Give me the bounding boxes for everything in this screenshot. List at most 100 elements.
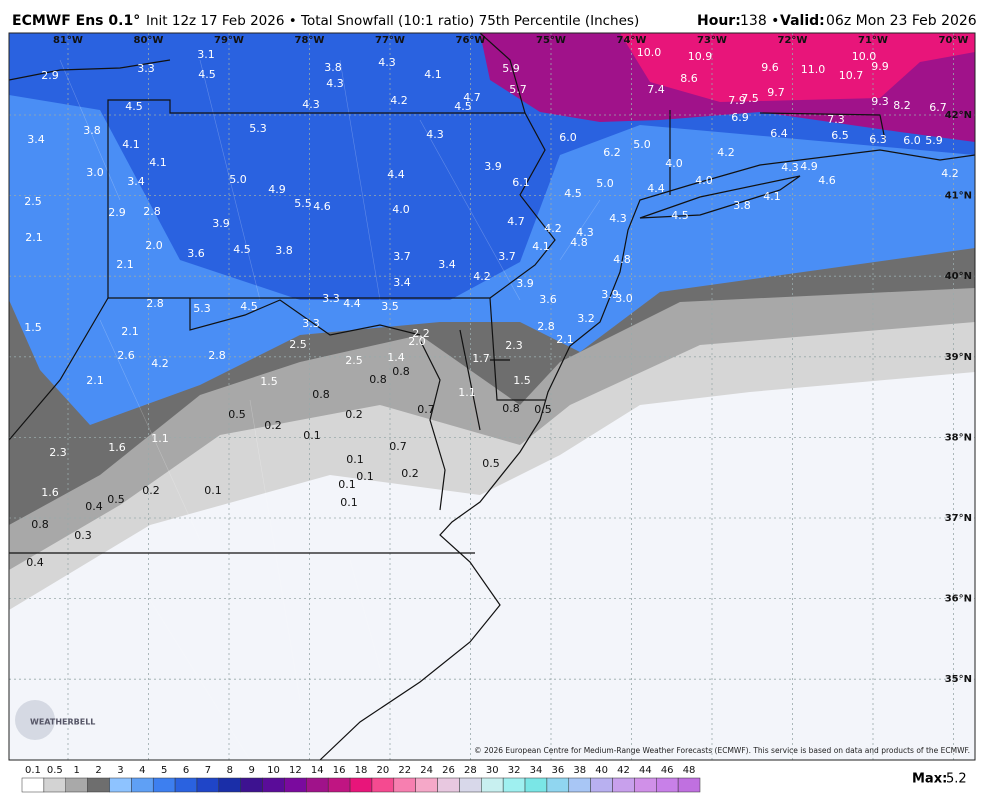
colorbar-label: 8 (227, 765, 233, 776)
snowfall-label: 2.1 (121, 325, 139, 338)
snowfall-label: 1.1 (151, 432, 169, 445)
colorbar-swatch (196, 777, 220, 793)
snowfall-label: 3.6 (187, 247, 205, 260)
snowfall-label: 9.6 (761, 61, 779, 74)
snowfall-label: 2.1 (25, 231, 43, 244)
snow-band (620, 33, 975, 102)
model-title: ECMWF Ens 0.1° (12, 13, 140, 29)
snowfall-label: 4.1 (149, 156, 167, 169)
valid-value: 06z Mon 23 Feb 2026 (826, 13, 977, 29)
colorbar-label: 16 (333, 765, 346, 776)
snowfall-label: 9.3 (871, 95, 889, 108)
snowfall-label: 4.2 (544, 222, 562, 235)
watermark-logo (15, 700, 55, 740)
snowfall-label: 3.0 (615, 292, 633, 305)
snowfall-label: 4.7 (507, 215, 525, 228)
snowfall-label: 4.4 (387, 168, 405, 181)
colorbar-label: 2 (95, 765, 101, 776)
snowfall-label: 3.8 (275, 244, 293, 257)
snowfall-label: 3.4 (393, 276, 411, 289)
snowfall-label: 4.2 (941, 167, 959, 180)
longitude-label: 75°W (536, 35, 566, 46)
snowfall-label: 4.2 (151, 357, 169, 370)
snowfall-label: 0.1 (346, 453, 364, 466)
snowfall-label: 0.4 (26, 556, 44, 569)
snowfall-label: 1.1 (458, 386, 476, 399)
latitude-label: 35°N (945, 674, 972, 685)
snowfall-label: 5.0 (633, 138, 651, 151)
snowfall-label: 5.5 (294, 197, 312, 210)
long-island (639, 175, 801, 219)
colorbar-label: 6 (183, 765, 189, 776)
snowfall-label: 5.0 (596, 177, 614, 190)
state-border (9, 33, 886, 554)
snowfall-label: 0.3 (74, 529, 92, 542)
max-label: Max: (912, 772, 947, 787)
latitude-label: 38°N (945, 432, 972, 443)
snowfall-label: 3.3 (302, 317, 320, 330)
colorbar-label: 10 (267, 765, 280, 776)
snowfall-label: 4.7 (463, 91, 481, 104)
snowfall-label: 4.3 (576, 226, 594, 239)
colorbar-swatch (65, 777, 88, 793)
snowfall-label: 6.0 (903, 134, 921, 147)
snowfall-label: 4.9 (268, 183, 286, 196)
latitude-label: 39°N (945, 352, 972, 363)
snowfall-label: 2.5 (345, 354, 363, 367)
snowfall-label: 4.2 (717, 146, 735, 159)
snowfall-label: 1.6 (41, 486, 59, 499)
snowfall-label: 5.9 (925, 134, 943, 147)
chesapeake (419, 329, 510, 511)
latitude-label: 40°N (945, 271, 972, 282)
snowfall-label: 6.2 (603, 146, 621, 159)
snowfall-label: 3.3 (137, 62, 155, 75)
max-value: 5.2 (946, 772, 967, 787)
colorbar-swatch (306, 777, 329, 793)
snowfall-label: 5.7 (509, 83, 527, 96)
snowfall-label: 4.8 (613, 253, 631, 266)
latitude-label: 37°N (945, 513, 972, 524)
snowfall-label: 2.8 (143, 205, 161, 218)
colorbar-label: 26 (442, 765, 455, 776)
snowfall-label: 3.7 (393, 250, 411, 263)
snowfall-label: 6.1 (512, 176, 530, 189)
snowfall-label: 3.8 (83, 124, 101, 137)
snowfall-label: 7.3 (827, 113, 845, 126)
colorbar-swatch (590, 777, 613, 793)
colorbar-swatch (349, 777, 373, 793)
snowfall-label: 1.7 (472, 352, 490, 365)
colorbar-label: 48 (683, 765, 696, 776)
snowfall-label: 4.5 (240, 300, 258, 313)
longitude-label: 77°W (375, 35, 405, 46)
snowfall-label: 6.9 (731, 111, 749, 124)
snowfall-label: 3.9 (601, 288, 619, 301)
snowfall-label: 9.9 (871, 60, 889, 73)
snowfall-label: 0.5 (107, 493, 125, 506)
colorbar-swatch (43, 777, 66, 793)
snowfall-label: 2.1 (116, 258, 134, 271)
longitude-label: 72°W (778, 35, 808, 46)
snowfall-label: 0.1 (356, 470, 374, 483)
colorbar-swatch (371, 777, 395, 793)
snowfall-label: 4.3 (326, 77, 344, 90)
snowfall-label: 4.6 (313, 200, 331, 213)
colorbar-label: 3 (117, 765, 123, 776)
snowfall-label: 3.3 (322, 292, 340, 305)
snowfall-label: 0.1 (340, 496, 358, 509)
colorbar-label: 0.5 (47, 765, 63, 776)
colorbar-swatch (612, 777, 635, 793)
snowfall-label: 3.9 (212, 217, 230, 230)
copyright: © 2026 European Centre for Medium-Range … (474, 746, 970, 755)
snowfall-label: 4.3 (302, 98, 320, 111)
colorbar-swatch (262, 777, 285, 793)
latitude-label: 41°N (945, 191, 972, 202)
snowfall-label: 2.6 (117, 349, 135, 362)
snowfall-label: 5.3 (193, 302, 211, 315)
colorbar-swatch (218, 777, 241, 793)
snowfall-label: 1.6 (108, 441, 126, 454)
snowfall-label: 2.8 (146, 297, 164, 310)
snowfall-label: 4.1 (763, 190, 781, 203)
colorbar-swatch (546, 777, 570, 793)
snowfall-label: 9.7 (767, 86, 785, 99)
snowfall-label: 0.7 (417, 403, 435, 416)
